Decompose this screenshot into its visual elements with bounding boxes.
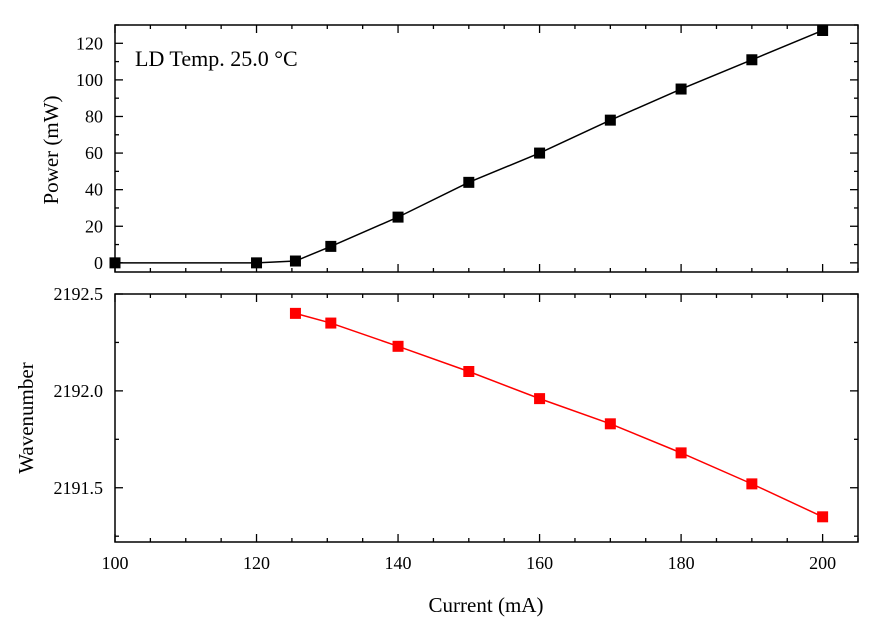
power-data-point — [746, 54, 758, 66]
current-x-axis-title: Current (mA) — [429, 593, 544, 617]
wavenumber-panel: 100 120 140 160 180 200 2191.5 2192.0 2192.5 Wa… — [14, 284, 859, 617]
power-data-point — [251, 257, 263, 269]
wavenumber-data-point — [534, 393, 546, 405]
power-y-ticks: 0 20 40 60 80 100 120 — [76, 24, 858, 273]
x-tick-label: 120 — [243, 553, 270, 573]
power-data-point — [534, 147, 546, 159]
y-tick-label: 120 — [76, 33, 103, 53]
wavenumber-x-ticks: 100 120 140 160 180 200 — [102, 294, 859, 573]
y-tick-label: 2191.5 — [54, 478, 104, 498]
wavenumber-data-point — [463, 366, 475, 377]
y-tick-label: 80 — [85, 106, 103, 126]
wavenumber-data-point — [604, 418, 616, 430]
y-tick-label: 100 — [76, 70, 103, 90]
wavenumber-y-axis-title: Wavenumber — [14, 362, 38, 473]
wavenumber-data-point — [392, 340, 404, 352]
power-panel: 0 20 40 60 80 100 120 LD Temp. 25.0 °C Power (… — [39, 24, 859, 273]
x-tick-label: 140 — [385, 553, 412, 573]
wavenumber-data-point — [289, 307, 301, 319]
y-tick-label: 2192.5 — [54, 284, 104, 304]
power-x-ticks — [114, 25, 859, 272]
x-tick-label: 160 — [526, 553, 553, 573]
power-data-point — [675, 83, 687, 95]
y-tick-label: 60 — [85, 143, 103, 163]
power-series — [109, 24, 829, 269]
wavenumber-data-point — [325, 317, 337, 329]
temperature-annotation: LD Temp. 25.0 °C — [135, 46, 298, 71]
y-tick-label: 0 — [94, 253, 103, 273]
power-data-point — [289, 255, 301, 267]
power-plot-frame — [114, 24, 859, 273]
power-data-point — [392, 211, 404, 223]
wavenumber-y-ticks: 2191.5 2192.0 2192.5 — [54, 284, 858, 537]
power-data-point — [817, 24, 829, 36]
power-data-point — [325, 240, 337, 252]
y-tick-label: 40 — [85, 180, 103, 200]
power-data-point — [604, 114, 616, 126]
power-data-point — [109, 257, 121, 269]
wavenumber-data-point — [817, 511, 829, 523]
y-tick-label: 2192.0 — [54, 381, 104, 401]
x-tick-label: 100 — [102, 553, 129, 573]
x-tick-label: 200 — [809, 553, 836, 573]
x-tick-label: 180 — [668, 553, 695, 573]
wavenumber-series-line — [295, 312, 823, 518]
power-data-point — [463, 176, 475, 188]
wavenumber-data-point — [746, 478, 758, 490]
wavenumber-data-point — [675, 447, 687, 459]
y-tick-label: 20 — [85, 216, 103, 236]
wavenumber-plot-frame — [114, 293, 859, 543]
power-y-axis-title: Power (mW) — [39, 95, 63, 204]
wavenumber-series — [289, 307, 829, 523]
